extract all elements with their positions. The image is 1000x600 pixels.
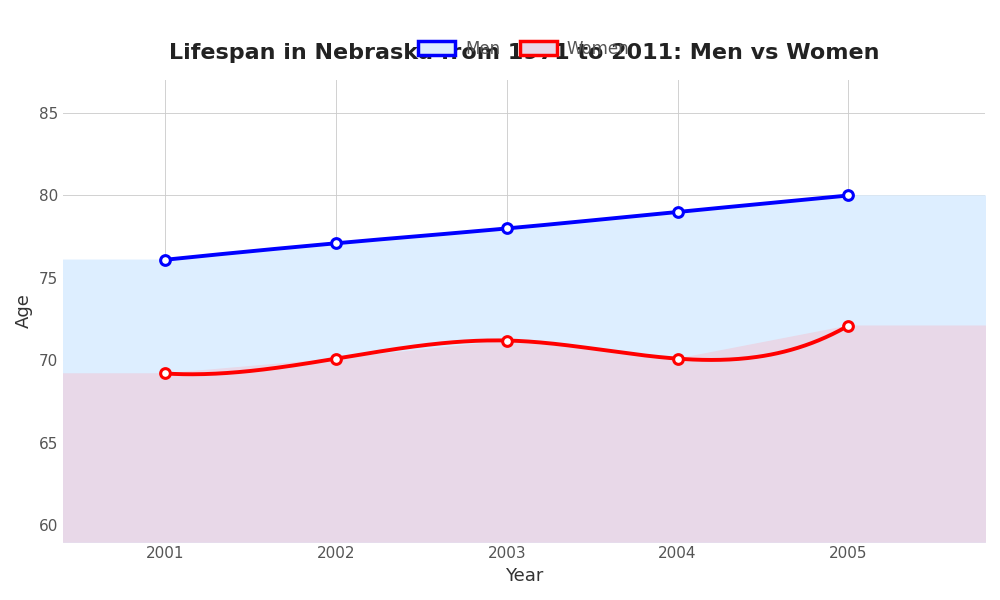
X-axis label: Year: Year <box>505 567 543 585</box>
Y-axis label: Age: Age <box>15 293 33 328</box>
Title: Lifespan in Nebraska from 1971 to 2011: Men vs Women: Lifespan in Nebraska from 1971 to 2011: … <box>169 43 879 63</box>
Legend: Men, Women: Men, Women <box>412 33 636 64</box>
